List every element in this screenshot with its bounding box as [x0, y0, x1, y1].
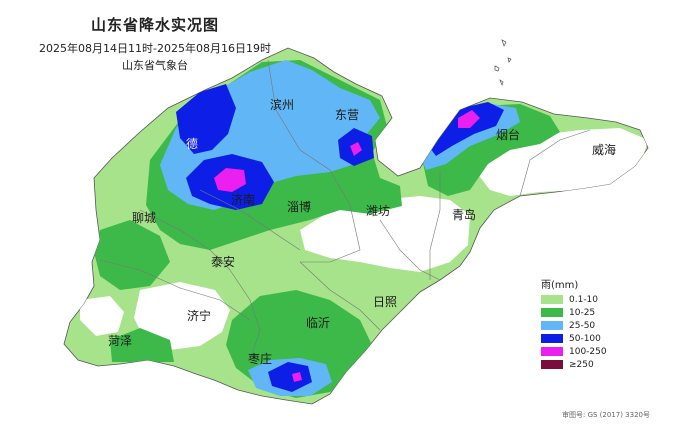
city-label-taian: 泰安	[211, 255, 236, 269]
legend-swatch	[541, 360, 563, 369]
legend-label: 0.1-10	[569, 294, 599, 305]
time-range: 2025年08月14日11时-2025年08月16日19时	[39, 42, 271, 55]
no-rain-area-central	[300, 196, 470, 272]
city-label-yantai: 烟台	[496, 128, 521, 142]
legend-swatch	[541, 308, 563, 317]
legend-swatch	[541, 321, 563, 330]
legend-title: 雨(mm)	[541, 280, 579, 291]
city-label-linyi: 临沂	[306, 316, 331, 330]
city-label-heze: 菏泽	[108, 334, 133, 348]
city-label-dezhou: 德	[186, 137, 199, 151]
legend-swatch	[541, 347, 563, 356]
rain-50-100-south	[268, 362, 312, 392]
legend-item: 100-250	[541, 345, 651, 358]
map-title: 山东省降水实况图	[90, 16, 219, 34]
city-boundaries	[99, 59, 591, 361]
bohai-islands	[494, 39, 512, 87]
rain-100-250-yantai	[458, 110, 480, 128]
city-label-qingdao: 青岛	[452, 208, 477, 222]
city-label-zibo: 淄博	[287, 200, 312, 214]
rain-100-250-south	[292, 372, 302, 382]
city-label-dongying: 东营	[335, 108, 360, 122]
legend-item: 10-25	[541, 306, 651, 319]
rain-50-100-yantai	[424, 102, 504, 156]
legend-label: 10-25	[569, 307, 596, 318]
rain-10-25-south2	[110, 328, 174, 362]
legend-swatch	[541, 295, 563, 304]
legend-label: 100-250	[569, 346, 607, 357]
legend-label: 50-100	[569, 333, 601, 344]
rain-10-25-west	[94, 220, 170, 290]
city-label-weihai: 威海	[592, 143, 617, 157]
city-label-weifang: 潍坊	[366, 204, 391, 218]
no-rain-area-sw	[80, 296, 124, 336]
map-approval-number: 审图号: GS (2017) 3320号	[562, 411, 650, 419]
city-label-liaocheng: 聊城	[132, 211, 157, 225]
no-rain-area-south	[134, 282, 230, 350]
legend-item: 0.1-10	[541, 293, 651, 306]
legend-label: 25-50	[569, 320, 596, 331]
city-label-jinan: 济南	[231, 193, 256, 207]
agency-name: 山东省气象台	[122, 59, 188, 72]
legend: 雨(mm) 0.1-10 10-25 25-50 50-100 100-250 …	[541, 276, 651, 371]
city-label-zaozhuang: 枣庄	[248, 352, 273, 366]
legend-item: 25-50	[541, 319, 651, 332]
legend-label: ≥250	[569, 359, 594, 370]
city-label-jining: 济宁	[187, 309, 212, 323]
legend-swatch	[541, 334, 563, 343]
rain-100-250-dongying	[350, 142, 362, 156]
rain-50-100-northwest	[176, 84, 236, 154]
legend-item: ≥250	[541, 358, 651, 371]
city-label-binzhou: 滨州	[270, 98, 295, 112]
rain-100-250-jinan	[214, 168, 246, 192]
city-label-rizhao: 日照	[373, 295, 398, 309]
legend-item: 50-100	[541, 332, 651, 345]
